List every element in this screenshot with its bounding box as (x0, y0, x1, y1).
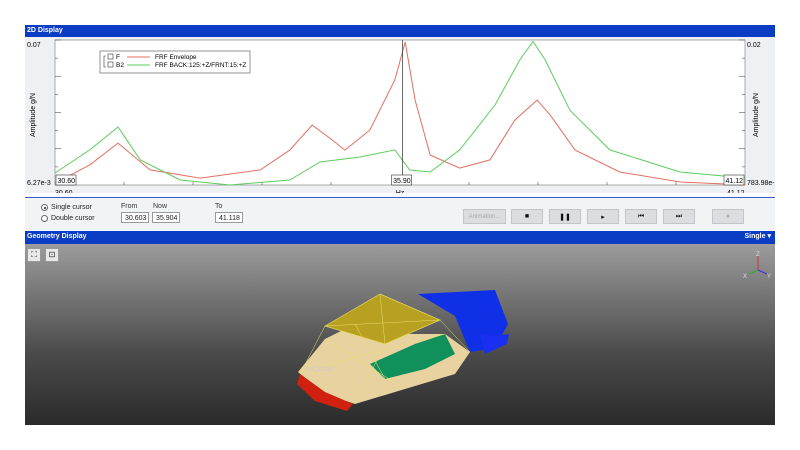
cursor-box-to (723, 174, 745, 186)
from-label: From (121, 203, 138, 210)
frf-chart[interactable]: 0.07 6.27e-3 0.02 783.98e-6 Amplitude g/N Amp… (25, 37, 775, 193)
double-cursor-radio[interactable]: Double cursor (41, 215, 95, 222)
2d-display-panel[interactable]: 0.07 6.27e-3 0.02 783.98e-6 Amplitude g/N Amp… (25, 37, 775, 193)
cursor-value-now: 35.90 (393, 178, 411, 185)
cursor-box-now (391, 174, 412, 186)
radio-label: Double cursor (51, 215, 95, 222)
radio-selected (41, 204, 48, 211)
stop-button[interactable]: ■ (511, 209, 543, 224)
to-field[interactable]: 41.118 (215, 212, 243, 223)
x-axis-min: 30.60 (55, 190, 73, 193)
geometry-display-header: Geometry Display Single ▾ (25, 231, 775, 244)
left-axis-label: Amplitude g/N (30, 93, 37, 137)
legend-key: B2 (116, 62, 124, 69)
cursor-value-from: 30.60 (58, 178, 76, 185)
right-axis-max: 0.02 (747, 42, 761, 49)
legend-checkbox (107, 53, 114, 60)
right-axis-label: Amplitude g/N (753, 93, 760, 137)
radio-label: Single cursor (51, 204, 92, 211)
2d-display-header: 2D Display (25, 25, 775, 37)
axis-z-label: Z (756, 252, 760, 258)
x-axis-max: 41.12 (727, 190, 745, 193)
view-mode-value: Single (744, 233, 766, 240)
legend-label: FRF BACK:125:+Z/FRNT:15:+Z (155, 62, 246, 69)
geometry-viewport[interactable]: ⛶ ⊡ BACK:125 Z X Y (25, 244, 775, 425)
left-axis-min: 6.27e-3 (27, 180, 51, 187)
now-label: Now (153, 203, 168, 210)
zoom-box-icon[interactable]: ⊡ (45, 248, 59, 262)
cursor-value-to: 41.12 (726, 178, 744, 185)
animation-button[interactable]: Animation... (463, 209, 506, 224)
skip-back-button[interactable]: ⏮ (625, 209, 657, 224)
record-button[interactable]: ● (712, 209, 744, 224)
legend-label: FRF Envelope (155, 54, 197, 61)
legend-bracket (103, 55, 106, 68)
axis-x-label: X (743, 274, 747, 280)
panel-title: Geometry Display (27, 233, 87, 240)
pause-button[interactable]: ❚❚ (549, 209, 581, 224)
view-mode-dropdown[interactable]: Single ▾ (744, 233, 771, 240)
single-cursor-radio[interactable]: Single cursor (41, 204, 92, 211)
panel-title: 2D Display (27, 27, 63, 34)
radio-unselected (41, 215, 48, 222)
series-line-1 (54, 40, 746, 186)
axis-triad-icon: Z X Y (743, 252, 771, 280)
axis-y-label: Y (767, 274, 771, 280)
now-field[interactable]: 35.904 (152, 212, 180, 223)
skip-forward-button[interactable]: ⏭ (663, 209, 695, 224)
series-line-0 (54, 41, 746, 186)
to-label: To (215, 203, 223, 210)
fit-view-icon[interactable]: ⛶ (27, 248, 41, 262)
legend-checkbox (107, 61, 114, 68)
from-field[interactable]: 30.603 (121, 212, 149, 223)
play-button[interactable]: ▸ (587, 209, 619, 224)
cursor-controls: Single cursor Double cursor From 30.603 … (25, 197, 775, 230)
node-label: BACK:125 (305, 367, 334, 373)
left-axis-max: 0.07 (27, 42, 41, 49)
cursor-box-from (55, 174, 77, 186)
car-model: BACK:125 (297, 290, 509, 411)
right-axis-min: 783.98e-6 (747, 180, 775, 187)
x-axis-label: Hz (396, 190, 405, 193)
legend-key: F (116, 54, 120, 61)
